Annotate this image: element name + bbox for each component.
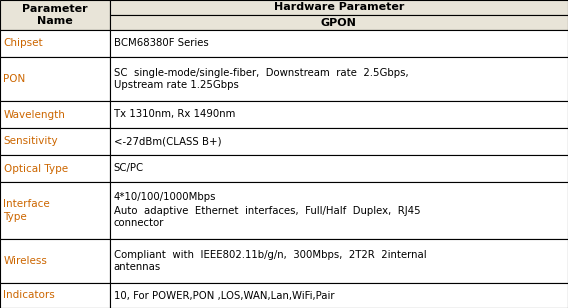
Text: Hardware Parameter: Hardware Parameter	[274, 2, 404, 13]
Text: antennas: antennas	[114, 262, 161, 273]
Text: SC  single-mode/single-fiber,  Downstream  rate  2.5Gbps,: SC single-mode/single-fiber, Downstream …	[114, 67, 408, 78]
Bar	[0, 155, 110, 182]
Bar	[0, 0, 110, 30]
Text: Sensitivity: Sensitivity	[3, 136, 58, 147]
Bar	[110, 30, 568, 57]
Text: Indicators: Indicators	[3, 290, 55, 301]
Text: Compliant  with  IEEE802.11b/g/n,  300Mbps,  2T2R  2internal: Compliant with IEEE802.11b/g/n, 300Mbps,…	[114, 249, 426, 260]
Bar	[110, 239, 568, 283]
Text: <-27dBm(CLASS B+): <-27dBm(CLASS B+)	[114, 136, 222, 147]
Bar	[110, 0, 568, 15]
Text: Chipset: Chipset	[3, 38, 43, 48]
Text: Wireless: Wireless	[3, 256, 47, 266]
Text: BCM68380F Series: BCM68380F Series	[114, 38, 208, 48]
Text: Upstream rate 1.25Gbps: Upstream rate 1.25Gbps	[114, 80, 239, 91]
Text: Interface: Interface	[3, 199, 50, 209]
Text: Tx 1310nm, Rx 1490nm: Tx 1310nm, Rx 1490nm	[114, 110, 235, 120]
Text: Parameter
Name: Parameter Name	[22, 4, 87, 26]
Text: Optical Type: Optical Type	[3, 164, 68, 173]
Text: connector: connector	[114, 218, 164, 229]
Text: Auto  adaptive  Ethernet  interfaces,  Full/Half  Duplex,  RJ45: Auto adaptive Ethernet interfaces, Full/…	[114, 205, 420, 216]
Text: PON: PON	[3, 74, 26, 84]
Bar	[110, 128, 568, 155]
Text: GPON: GPON	[321, 18, 357, 27]
Bar	[110, 283, 568, 308]
Bar	[0, 239, 110, 283]
Bar	[110, 57, 568, 101]
Bar	[110, 182, 568, 239]
Text: SC/PC: SC/PC	[114, 164, 144, 173]
Bar	[110, 101, 568, 128]
Bar	[0, 57, 110, 101]
Text: Wavelength: Wavelength	[3, 110, 65, 120]
Text: Type: Type	[3, 212, 27, 222]
Text: 10, For POWER,PON ,LOS,WAN,Lan,WiFi,Pair: 10, For POWER,PON ,LOS,WAN,Lan,WiFi,Pair	[114, 290, 334, 301]
Bar	[0, 128, 110, 155]
Bar	[0, 283, 110, 308]
Bar	[110, 155, 568, 182]
Bar	[0, 182, 110, 239]
Bar	[0, 30, 110, 57]
Bar	[0, 101, 110, 128]
Bar	[110, 15, 568, 30]
Text: 4*10/100/1000Mbps: 4*10/100/1000Mbps	[114, 192, 216, 202]
